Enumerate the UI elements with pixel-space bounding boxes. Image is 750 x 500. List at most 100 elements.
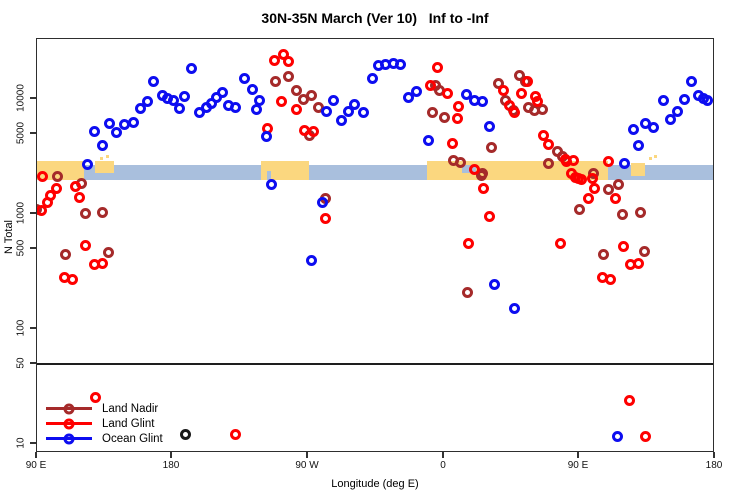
data-point-ocean-glint [678,93,690,105]
data-point-land-glint [602,155,614,167]
data-point-land-nadir [573,203,585,215]
data-point-ocean-glint [671,105,683,117]
data-point-ocean-glint [103,117,115,129]
data-point-land-glint [623,394,635,406]
data-point-land-glint [89,391,101,403]
x-tick-label: 90 E [567,460,589,471]
data-point-land-glint [73,191,85,203]
data-point-ocean-glint [178,90,190,102]
data-point-ocean-glint [238,72,250,84]
data-point-land-glint [567,154,579,166]
data-point-land-nadir [542,157,554,169]
data-point-ocean-glint [110,126,122,138]
data-point-land-glint [307,125,319,137]
y-tick-label: 10000 [15,84,27,112]
x-tick-label: 180 [705,460,723,471]
data-point-land-glint [41,196,53,208]
map-band-ocean [267,171,271,180]
data-point-ocean-glint [685,75,697,87]
data-point-land-glint [275,95,287,107]
x-tick-label: 90 W [295,460,319,471]
legend-label: Ocean Glint [102,432,163,445]
data-point-land-glint [446,137,458,149]
data-point-land-glint [36,170,48,182]
data-point-land-glint [632,257,644,269]
data-point-ocean-glint [147,75,159,87]
data-point-ocean-glint [611,430,623,442]
x-tick-label: 90 E [25,460,47,471]
data-point-land-glint [282,55,294,67]
data-point-land-glint [452,100,464,112]
data-point-land-glint [451,112,463,124]
data-point-ocean-glint [488,278,500,290]
y-tick [30,362,36,364]
data-point-land-glint [508,106,520,118]
data-point-ocean-glint [88,125,100,137]
legend-line [46,418,92,429]
data-point-land-nadir [638,245,650,257]
data-point-ocean-glint [185,62,197,74]
data-point-ocean-glint [701,94,713,106]
y-tick-label: 1000 [15,201,27,225]
data-point-land-nadir [602,183,614,195]
open-circle-marker-icon [63,418,75,429]
x-tick [306,452,308,458]
data-point-land-glint [575,173,587,185]
data-point-ocean-glint [657,94,669,106]
data-point-ocean-glint [618,157,630,169]
data-point-land-nadir [282,70,294,82]
plot-area: Land Nadir Land Glint Ocean Glint [36,38,714,452]
map-band-land [261,161,309,180]
data-point-land-glint [268,54,280,66]
data-point-land-glint [586,172,598,184]
y-tick [30,212,36,214]
data-point-land-glint [582,192,594,204]
data-point-land-glint [96,257,108,269]
data-point-ocean-glint [357,106,369,118]
y-tick-label: 100 [15,319,27,337]
data-point-land-glint [50,182,62,194]
data-point-ocean-glint [335,114,347,126]
data-point-land-nadir [597,248,609,260]
data-point-ocean-glint [476,95,488,107]
data-point-land-nadir [513,69,525,81]
data-point-ocean-glint [647,121,659,133]
x-tick [577,452,579,458]
data-point-ocean-glint [394,58,406,70]
data-point-ocean-glint [460,88,472,100]
y-tick [30,247,36,249]
map-band-land [631,163,645,176]
map-band-land [36,161,84,180]
legend-row-land-glint: Land Glint [46,416,163,431]
data-point-land-glint [639,430,651,442]
y-tick-label: 50 [15,357,27,369]
data-point-ocean-glint [664,113,676,125]
data-point-land-nadir [290,84,302,96]
data-point-ocean-glint [216,86,228,98]
data-point-land-nadir [612,178,624,190]
data-point-ocean-glint [632,139,644,151]
legend-row-ocean-glint: Ocean Glint [46,431,163,446]
data-point-land-glint [542,138,554,150]
open-circle-marker-icon [63,403,75,414]
y-axis-title: N Total [3,219,15,255]
data-point-ocean-glint [305,254,317,266]
data-point-land-glint [69,180,81,192]
map-band-land [100,157,103,160]
legend-label: Land Glint [102,417,155,430]
open-circle-marker-icon [63,433,75,444]
data-point-land-glint [462,237,474,249]
data-point-land-nadir [426,106,438,118]
data-point-land-glint [588,182,600,194]
data-point-ocean-glint [627,123,639,135]
data-point-ocean-glint [483,120,495,132]
legend-label: Land Nadir [102,402,159,415]
data-point-land-glint [554,237,566,249]
data-point-unlabeled-dark [179,428,191,440]
data-point-ocean-glint [410,85,422,97]
data-point-land-glint [531,95,543,107]
y-tick-label: 500 [15,239,27,257]
data-point-ocean-glint [167,94,179,106]
x-tick-label: 180 [162,460,180,471]
map-band-ocean [36,165,714,180]
